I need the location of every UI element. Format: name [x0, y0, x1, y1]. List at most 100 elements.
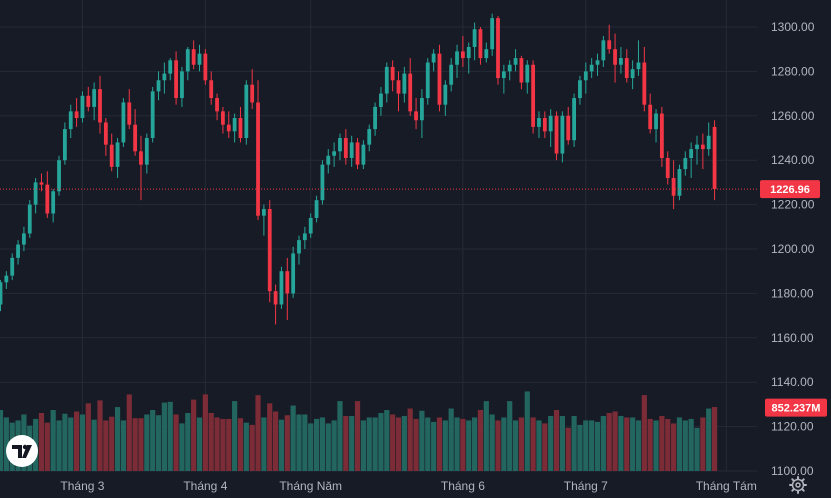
candle-body [109, 144, 114, 167]
volume-bar [635, 420, 642, 471]
candle-body [648, 104, 653, 130]
candle-body [185, 49, 190, 72]
last-price-label: 1226.96 [770, 184, 810, 196]
volume-bar [524, 391, 530, 471]
volume-bar [477, 410, 484, 471]
time-tick-label: Tháng Năm [279, 479, 342, 493]
candle-body [209, 80, 214, 99]
volume-bar [308, 423, 314, 471]
volume-bar [38, 412, 45, 471]
last-volume-tag: 852.237M [765, 398, 827, 417]
candle-body [490, 18, 495, 50]
volume-bar [278, 419, 285, 471]
time-tick-label: Tháng 4 [183, 479, 227, 493]
volume-bar [337, 401, 343, 471]
candle-body [496, 18, 500, 79]
candle-body [408, 73, 413, 112]
candle-body [51, 191, 56, 214]
candle-body [706, 135, 711, 150]
volume-bar [161, 402, 167, 471]
candle-body [373, 106, 377, 130]
price-tick-label: 1180.00 [771, 286, 814, 300]
candle-body [654, 113, 658, 130]
gear-icon[interactable] [789, 476, 807, 494]
volume-bar [150, 410, 156, 471]
time-tick-label: Tháng 7 [564, 479, 608, 493]
candle-body [659, 113, 664, 158]
volume-bar [589, 420, 595, 471]
candle-body [144, 138, 149, 165]
candle-body [92, 89, 97, 107]
candle-body [607, 40, 612, 50]
volume-bar [325, 423, 331, 471]
volume-bar [214, 417, 220, 471]
candle-body [619, 58, 623, 65]
volume-bar [255, 395, 261, 471]
candle-body [74, 111, 79, 119]
volume-bar [413, 418, 419, 471]
candle-body [414, 111, 418, 121]
candle-body [168, 60, 173, 74]
volume-bar [501, 417, 507, 471]
price-tick-label: 1220.00 [771, 198, 815, 212]
candle-body [215, 98, 219, 112]
candle-body [256, 102, 260, 216]
candle-body [443, 84, 448, 105]
volume-bar [354, 401, 361, 471]
price-tick-label: 1160.00 [771, 331, 814, 345]
volume-bar [167, 401, 173, 471]
volume-bar [530, 417, 536, 471]
candle-body [139, 151, 143, 165]
candle-body [537, 118, 541, 127]
candle-body [379, 93, 383, 107]
candle-body [80, 95, 85, 119]
volume-bar [144, 414, 150, 471]
volume-bar [624, 417, 630, 471]
candle-body [16, 244, 20, 258]
volume-bar [91, 419, 97, 471]
candle-body [156, 80, 161, 92]
candle-body [554, 115, 559, 154]
volume-bar [583, 420, 589, 471]
volume-bar [665, 418, 671, 471]
volume-bar [267, 403, 273, 471]
candle-body [343, 138, 348, 158]
tradingview-logo[interactable] [6, 435, 38, 467]
candle-body [273, 291, 278, 305]
volume-bar [109, 416, 115, 471]
last-price-tag: 1226.96 [760, 180, 820, 199]
price-axis[interactable]: 1100.00 1120.00 1140.00 1160.00 1180.00 1200.… [771, 20, 815, 478]
candle-body [39, 182, 44, 185]
candle-body [700, 144, 705, 150]
volume-bar [56, 420, 62, 471]
candle-body [267, 209, 272, 292]
volume-bar [261, 417, 267, 471]
volume-bar [606, 412, 612, 471]
volume-bar [50, 410, 56, 471]
time-axis[interactable]: Tháng 3 Tháng 4 Tháng Năm Tháng 6 Tháng 7 Thá… [60, 479, 756, 493]
candle-body [98, 89, 102, 123]
volume-bar [138, 418, 144, 471]
price-tick-label: 1200.00 [771, 242, 815, 256]
candle-body [127, 102, 132, 125]
price-tick-label: 1140.00 [771, 375, 814, 389]
candle-body [308, 217, 313, 234]
candle-body [431, 53, 436, 63]
volume-bar [553, 410, 560, 471]
candle-body [501, 71, 506, 79]
candle-body [677, 169, 682, 196]
candle-body [45, 184, 50, 214]
volume-bar [466, 420, 472, 471]
volume-bar [431, 421, 437, 471]
volume-bar [372, 417, 378, 471]
candle-body [57, 160, 61, 192]
candle-body [695, 144, 699, 150]
volume-bar [682, 420, 688, 471]
candle-body [162, 73, 167, 81]
volume-bar [62, 413, 68, 471]
volume-bar [331, 420, 337, 471]
candle-body [180, 71, 184, 99]
volume-bar [495, 420, 501, 471]
candle-body [671, 177, 676, 196]
